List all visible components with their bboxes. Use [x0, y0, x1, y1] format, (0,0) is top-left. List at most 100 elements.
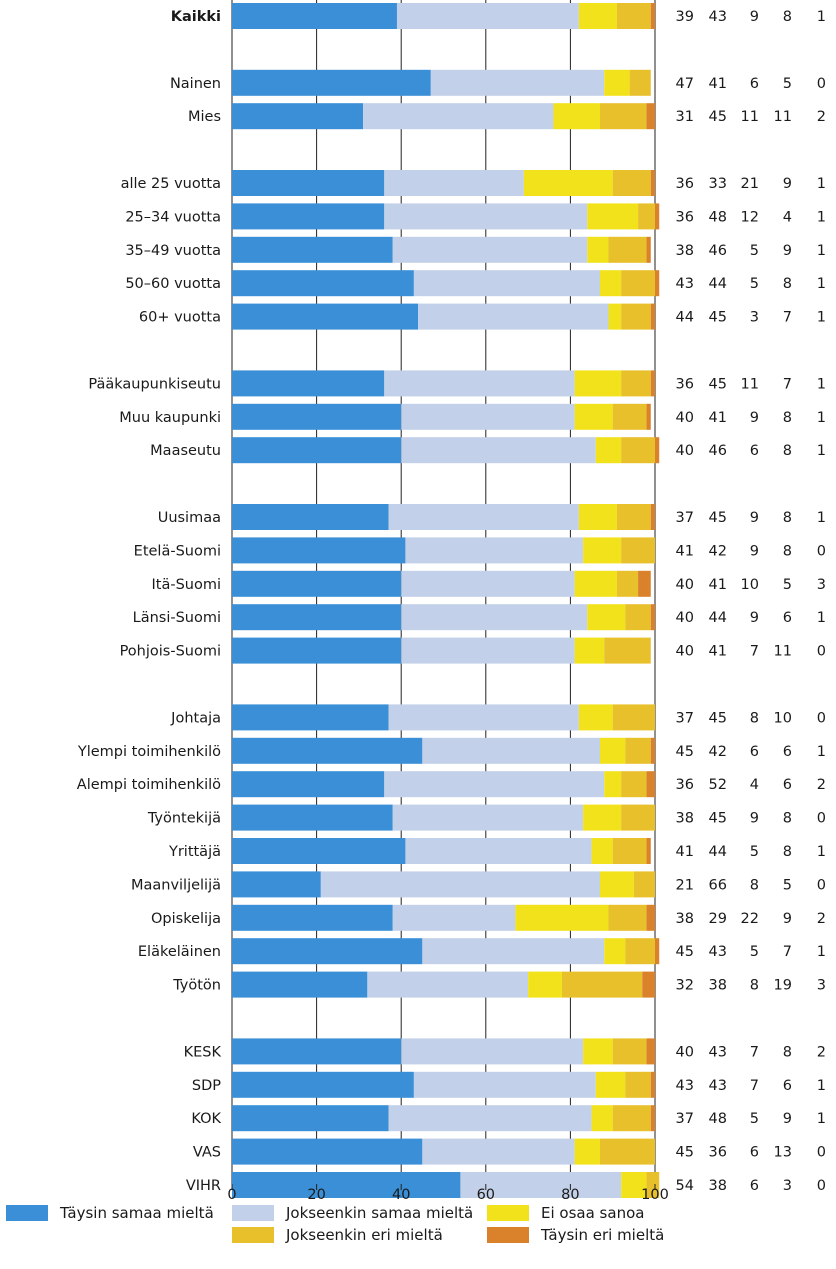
bar-segment [367, 971, 529, 998]
category-label: Pääkaupunkiseutu [88, 376, 221, 392]
bar-segment [460, 1172, 622, 1198]
data-label: 41 [709, 410, 727, 426]
data-label: 6 [750, 744, 759, 760]
bar-segment [232, 971, 368, 998]
category-label: Eläkeläinen [138, 944, 221, 960]
bar-segment [650, 303, 655, 330]
bar-segment [388, 1105, 592, 1132]
category-label: Työntekijä [147, 811, 221, 827]
data-label: 43 [709, 944, 727, 960]
bar-segment [604, 69, 630, 96]
bar-segment [612, 838, 647, 864]
data-label: 0 [817, 543, 826, 559]
data-label: 7 [750, 1078, 759, 1094]
data-label: 8 [783, 844, 792, 860]
category-labels: Kaikki Nainen Mies alle 25 vuotta 25–34 vuot… [77, 9, 222, 1194]
data-label: 8 [750, 978, 759, 994]
bar-segment [621, 804, 655, 831]
bar-segment [600, 1138, 655, 1165]
bar-segment [363, 103, 554, 130]
data-label: 40 [676, 1044, 694, 1060]
tick-label: 20 [307, 1187, 325, 1200]
bar-segment [616, 504, 651, 530]
data-label: 9 [783, 1111, 792, 1127]
bar-segment [401, 437, 596, 464]
bar-segment [583, 537, 622, 564]
bar-segment [232, 403, 402, 430]
bar-segment [621, 303, 651, 330]
bar-segment [578, 504, 617, 530]
data-label: 5 [750, 243, 759, 259]
category-label: VAS [193, 1145, 221, 1161]
data-label: 8 [783, 510, 792, 526]
data-label: 47 [676, 76, 694, 92]
bars [232, 3, 660, 1198]
data-label: 3 [783, 1178, 792, 1194]
bar-segment [232, 804, 393, 831]
data-label: 21 [676, 877, 694, 893]
bar-segment [600, 871, 634, 898]
data-label: 2 [817, 911, 826, 927]
data-label: 38 [676, 243, 694, 259]
bar-segment [646, 236, 651, 263]
bar-segment [413, 270, 601, 297]
data-label: 39 [676, 9, 694, 25]
category-label: Opiskelija [151, 911, 221, 927]
data-label: 1 [817, 1078, 826, 1094]
data-label: 19 [774, 978, 792, 994]
data-label: 41 [676, 543, 694, 559]
data-label: 44 [676, 310, 694, 326]
data-label: 46 [709, 243, 727, 259]
bar-segment [591, 838, 613, 864]
data-label: 8 [783, 9, 792, 25]
data-label: 10 [774, 710, 792, 726]
data-label: 43 [676, 1078, 694, 1094]
bar-segment [232, 537, 406, 564]
data-label: 1 [817, 176, 826, 192]
legend-item: Jokseenkin samaa mieltä [232, 1204, 473, 1222]
data-label: 36 [676, 209, 694, 225]
data-label: 38 [709, 1178, 727, 1194]
bar-segment [232, 904, 393, 931]
legend-swatch [232, 1205, 274, 1221]
data-label: 9 [750, 410, 759, 426]
bar-segment [232, 3, 397, 29]
data-label: 9 [750, 543, 759, 559]
data-label: 4 [750, 777, 759, 793]
data-label: 1 [817, 944, 826, 960]
data-label: 3 [817, 978, 826, 994]
legend-swatch [6, 1205, 48, 1221]
data-label: 8 [783, 410, 792, 426]
bar-segment [384, 370, 575, 397]
category-label: Itä-Suomi [152, 577, 222, 593]
data-label: 1 [817, 1111, 826, 1127]
bar-segment [612, 1038, 647, 1065]
data-label: 41 [709, 577, 727, 593]
bar-segment [232, 1172, 461, 1198]
category-label: Johtaja [170, 710, 221, 726]
bar-segment [401, 570, 575, 597]
bar-segment [612, 170, 651, 196]
data-label: 42 [709, 543, 727, 559]
bar-segment [574, 370, 622, 397]
tick-label: 80 [561, 1187, 579, 1200]
data-label: 45 [676, 744, 694, 760]
category-label: 25–34 vuotta [125, 209, 221, 225]
category-label: Ylempi toimihenkilö [77, 744, 221, 760]
bar-segment [232, 838, 406, 864]
data-label: 1 [817, 243, 826, 259]
data-label: 8 [750, 710, 759, 726]
data-label: 6 [783, 744, 792, 760]
data-label: 6 [783, 777, 792, 793]
data-label: 40 [676, 610, 694, 626]
bar-segment [625, 938, 655, 965]
tick-label: 60 [477, 1187, 495, 1200]
bar-segment [232, 737, 423, 764]
data-label: 9 [750, 610, 759, 626]
data-label: 38 [676, 811, 694, 827]
data-label: 38 [709, 978, 727, 994]
bar-segment [384, 203, 588, 230]
bar-segment [232, 570, 402, 597]
data-label: 45 [676, 1145, 694, 1161]
data-label: 41 [709, 76, 727, 92]
